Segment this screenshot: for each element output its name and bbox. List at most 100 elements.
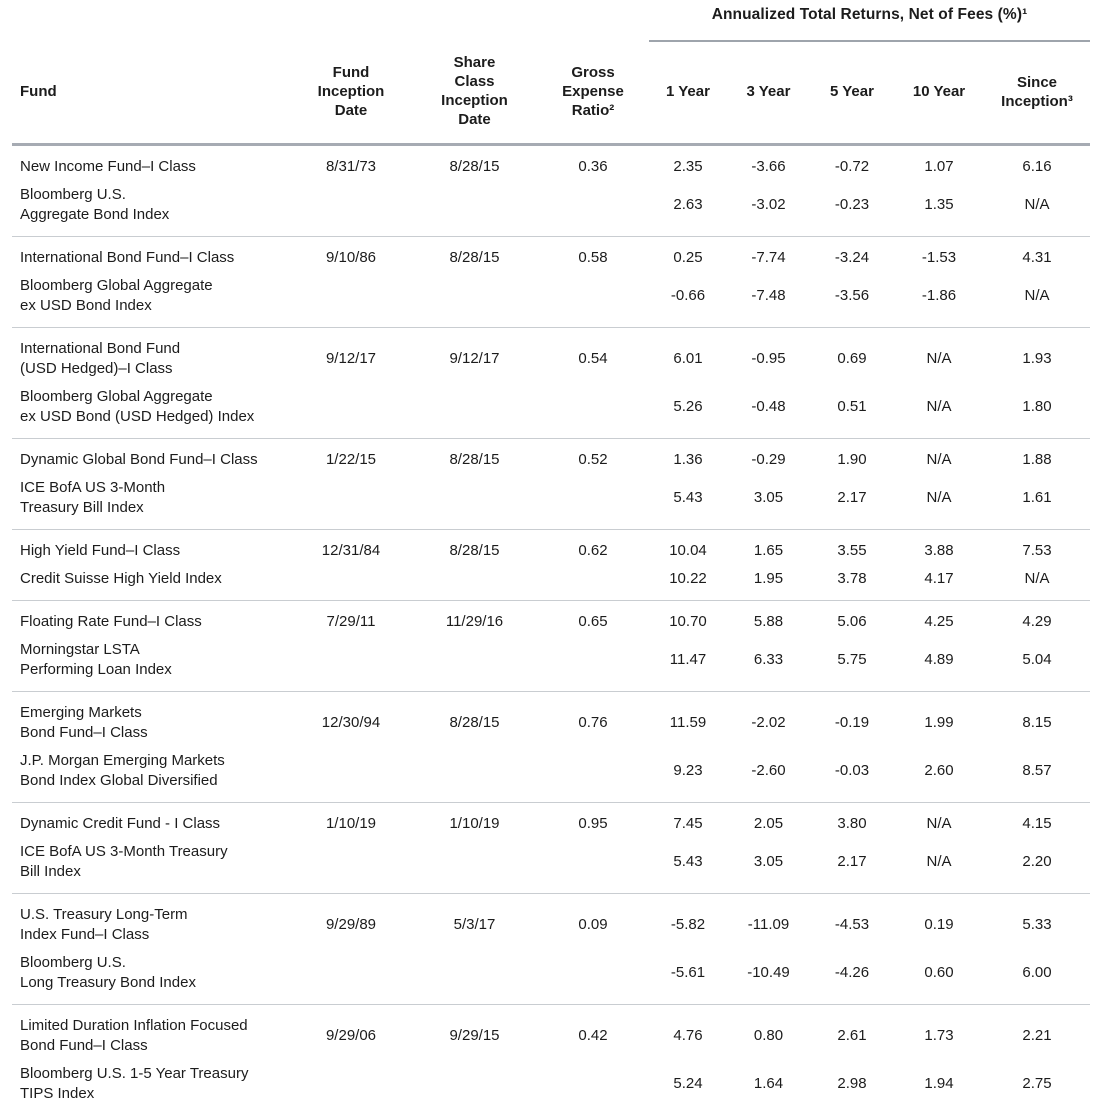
fund-return-3-year: -2.02 bbox=[751, 714, 786, 731]
column-header-row: Fund Fund Inception Date Share Class Inc… bbox=[12, 41, 1091, 146]
benchmark-name: Bloomberg Global Aggregate ex USD Bond I… bbox=[12, 272, 290, 328]
fund-name: International Bond Fund (USD Hedged)–I C… bbox=[20, 340, 181, 377]
fund-row: Limited Duration Inflation Focused Bond … bbox=[12, 1005, 1090, 1061]
fund-row: High Yield Fund–I Class 12/31/84 8/28/15… bbox=[12, 530, 1090, 566]
fund-row: Dynamic Credit Fund - I Class 1/10/19 1/… bbox=[12, 803, 1090, 839]
banner-spacer bbox=[12, 2, 649, 41]
fund-return-5-year: -0.19 bbox=[834, 714, 870, 731]
benchmark-row: ICE BofA US 3-Month Treasury Bill Index … bbox=[12, 838, 1091, 894]
gross-expense-ratio: 0.62 bbox=[578, 542, 608, 559]
fund-return-since-inception: 4.31 bbox=[1022, 249, 1052, 266]
fund-return-5-year: 5.06 bbox=[837, 613, 867, 630]
benchmark-name: Bloomberg Global Aggregate ex USD Bond (… bbox=[12, 383, 290, 439]
benchmark-name: Bloomberg U.S. Long Treasury Bond Index bbox=[12, 949, 290, 1005]
benchmark-return-1-year: 5.24 bbox=[649, 1060, 727, 1108]
benchmark-gross-expense-empty bbox=[537, 1060, 649, 1108]
fund-return-1-year: 6.01 bbox=[673, 350, 703, 367]
benchmark-return-since-inception: 5.04 bbox=[984, 636, 1091, 692]
gross-expense-ratio: 0.36 bbox=[578, 158, 608, 175]
fund-name: Emerging Markets Bond Fund–I Class bbox=[20, 704, 148, 741]
fund-return-5-year: -3.24 bbox=[834, 249, 870, 266]
benchmark-return-3-year: -0.48 bbox=[727, 383, 810, 439]
fund-return-10-year: N/A bbox=[926, 350, 952, 367]
share-class-inception-date: 8/28/15 bbox=[449, 158, 500, 175]
fund-return-3-year: 0.80 bbox=[753, 1027, 784, 1044]
benchmark-return-5-year: -4.26 bbox=[810, 949, 894, 1005]
fund-return-5-year: -0.72 bbox=[834, 158, 870, 175]
benchmark-return-since-inception: N/A bbox=[984, 181, 1091, 237]
fund-return-5-year: -4.53 bbox=[834, 916, 870, 933]
fund-return-10-year: N/A bbox=[926, 815, 952, 832]
benchmark-return-1-year: 5.43 bbox=[649, 474, 727, 530]
share-class-inception-date: 9/29/15 bbox=[449, 1027, 500, 1044]
benchmark-share-class-inception-empty bbox=[412, 949, 537, 1005]
benchmark-return-5-year: 5.75 bbox=[810, 636, 894, 692]
benchmark-return-5-year: -0.03 bbox=[810, 747, 894, 803]
benchmark-row: ICE BofA US 3-Month Treasury Bill Index … bbox=[12, 474, 1091, 530]
benchmark-return-5-year: 3.78 bbox=[810, 565, 894, 601]
table-body: New Income Fund–I Class 8/31/73 8/28/15 … bbox=[12, 145, 1091, 1108]
fund-return-5-year: 3.55 bbox=[837, 542, 867, 559]
fund-row: New Income Fund–I Class 8/31/73 8/28/15 … bbox=[12, 145, 1090, 182]
column-header-3-year: 3 Year bbox=[727, 41, 810, 146]
benchmark-row: Bloomberg U.S. 1-5 Year Treasury TIPS In… bbox=[12, 1060, 1091, 1108]
benchmark-row: Morningstar LSTA Performing Loan Index 1… bbox=[12, 636, 1091, 692]
fund-inception-date: 8/31/73 bbox=[325, 158, 377, 175]
benchmark-return-5-year: -3.56 bbox=[810, 272, 894, 328]
benchmark-fund-inception-empty bbox=[290, 565, 412, 601]
fund-inception-date: 1/10/19 bbox=[325, 815, 377, 832]
column-header-share-class-inception-date: Share Class Inception Date bbox=[412, 41, 537, 146]
benchmark-row: Credit Suisse High Yield Index 10.22 1.9… bbox=[12, 565, 1091, 601]
benchmark-share-class-inception-empty bbox=[412, 565, 537, 601]
fund-return-5-year: 1.90 bbox=[837, 451, 867, 468]
fund-return-10-year: 1.73 bbox=[924, 1027, 954, 1044]
fund-return-10-year: 3.88 bbox=[924, 542, 954, 559]
fund-return-3-year: -0.29 bbox=[751, 451, 786, 468]
fund-return-since-inception: 1.93 bbox=[1022, 350, 1052, 367]
fund-return-3-year: -0.95 bbox=[751, 350, 786, 367]
share-class-inception-date: 8/28/15 bbox=[449, 249, 500, 266]
fund-return-1-year: 11.59 bbox=[669, 714, 707, 731]
fund-return-1-year: 4.76 bbox=[673, 1027, 703, 1044]
benchmark-return-5-year: 0.51 bbox=[810, 383, 894, 439]
share-class-inception-date: 8/28/15 bbox=[449, 714, 500, 731]
fund-return-10-year: 4.25 bbox=[924, 613, 954, 630]
fund-inception-date: 9/10/86 bbox=[325, 249, 377, 266]
benchmark-return-10-year: -1.86 bbox=[894, 272, 984, 328]
benchmark-return-since-inception: 1.80 bbox=[984, 383, 1091, 439]
fund-return-1-year: 2.35 bbox=[673, 158, 703, 175]
benchmark-return-10-year: 0.60 bbox=[894, 949, 984, 1005]
fund-name: Dynamic Global Bond Fund–I Class bbox=[20, 451, 258, 468]
fund-return-5-year: 3.80 bbox=[837, 815, 867, 832]
fund-return-1-year: 10.70 bbox=[669, 613, 707, 630]
fund-return-since-inception: 4.15 bbox=[1022, 815, 1052, 832]
fund-name: International Bond Fund–I Class bbox=[20, 249, 235, 266]
benchmark-return-3-year: 1.64 bbox=[727, 1060, 810, 1108]
fund-name: Dynamic Credit Fund - I Class bbox=[20, 815, 221, 832]
benchmark-gross-expense-empty bbox=[537, 383, 649, 439]
benchmark-return-since-inception: N/A bbox=[984, 272, 1091, 328]
benchmark-return-10-year: 4.89 bbox=[894, 636, 984, 692]
benchmark-fund-inception-empty bbox=[290, 636, 412, 692]
fund-inception-date: 9/12/17 bbox=[325, 350, 377, 367]
fund-return-since-inception: 8.15 bbox=[1022, 714, 1052, 731]
benchmark-return-3-year: -3.02 bbox=[727, 181, 810, 237]
fund-return-5-year: 2.61 bbox=[837, 1027, 867, 1044]
benchmark-fund-inception-empty bbox=[290, 272, 412, 328]
benchmark-name: J.P. Morgan Emerging Markets Bond Index … bbox=[12, 747, 290, 803]
benchmark-fund-inception-empty bbox=[290, 181, 412, 237]
benchmark-row: Bloomberg U.S. Aggregate Bond Index 2.63… bbox=[12, 181, 1091, 237]
fund-return-3-year: 2.05 bbox=[753, 815, 784, 832]
benchmark-name: ICE BofA US 3-Month Treasury Bill Index bbox=[12, 474, 290, 530]
fund-row: U.S. Treasury Long-Term Index Fund–I Cla… bbox=[12, 894, 1090, 950]
benchmark-return-since-inception: 6.00 bbox=[984, 949, 1091, 1005]
benchmark-return-since-inception: 8.57 bbox=[984, 747, 1091, 803]
benchmark-fund-inception-empty bbox=[290, 747, 412, 803]
benchmark-return-10-year: 2.60 bbox=[894, 747, 984, 803]
benchmark-return-since-inception: N/A bbox=[984, 565, 1091, 601]
benchmark-row: Bloomberg Global Aggregate ex USD Bond I… bbox=[12, 272, 1091, 328]
returns-banner-row: Annualized Total Returns, Net of Fees (%… bbox=[12, 2, 1091, 42]
benchmark-return-since-inception: 2.75 bbox=[984, 1060, 1091, 1108]
fund-return-10-year: -1.53 bbox=[921, 249, 957, 266]
